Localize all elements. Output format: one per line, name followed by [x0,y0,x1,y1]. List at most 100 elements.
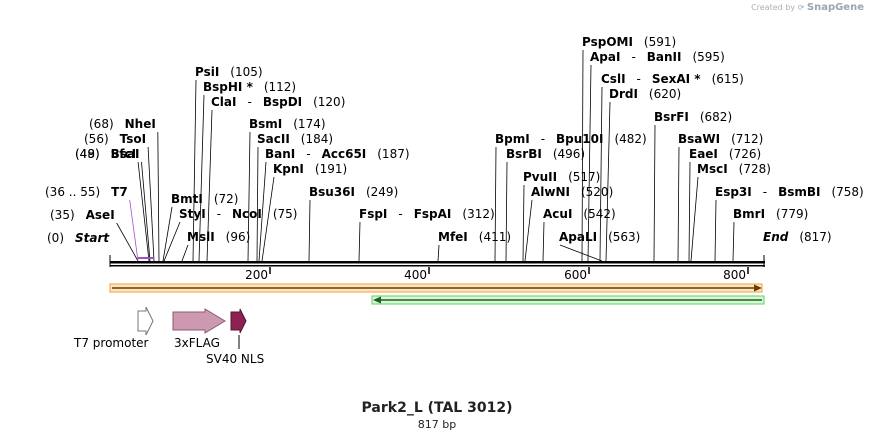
position-ruler: 200 400 600 800 [245,267,749,282]
site-bmri[interactable]: BmrI (779) [733,207,808,221]
site-bsu36i[interactable]: Bsu36I (249) [309,185,398,199]
site-position: (184) [301,132,333,146]
site-pvuii[interactable]: PvuII (517) [523,170,600,184]
site-position: (72) [214,192,239,206]
site-separator: - [217,207,221,221]
leader-line-styi [163,221,181,262]
site-name: FspI [359,207,387,221]
site-bsphi[interactable]: BspHI * (112) [203,80,296,94]
site-bani[interactable]: BanI - Acc65I (187) [265,147,410,161]
site-position: (249) [366,185,398,199]
site-bsrfi[interactable]: BsrFI (682) [654,110,732,124]
site-apali[interactable]: ApaLI (563) [559,230,640,244]
site-alwni[interactable]: AlwNI (520) [531,185,613,199]
site-fspi[interactable]: FspI - FspAI (312) [359,207,495,221]
site-name: BsrFI [654,110,689,124]
site-name: MslI [187,230,215,244]
leader-line-apai [587,64,592,262]
site-leader-lines [116,49,735,262]
site-position: (595) [692,50,724,64]
site-name-2: NcoI [232,207,262,221]
leader-line-bsrbi [505,161,508,262]
site-msli[interactable]: MslI (96) [187,230,250,244]
site-separator: - [637,72,641,86]
site-end[interactable]: End (817) [763,230,832,244]
site-position: (817) [799,230,831,244]
site-bmti[interactable]: BmtI (72) [171,192,238,206]
leader-line-csli [599,86,603,262]
site-position: (35) [50,208,75,222]
orange-orf-arrow[interactable] [109,283,763,293]
site-bpmi[interactable]: BpmI - Bpu10I (482) [495,132,647,146]
site-bsrbi[interactable]: BsrBI (496) [506,147,585,161]
site-position: (712) [731,132,763,146]
site-name: PvuII [523,170,557,184]
site-name: SfcI [111,147,136,161]
site-position: (779) [776,207,808,221]
leader-line-psii [192,79,197,262]
leader-line-esp3i [714,199,717,262]
site-eaei[interactable]: EaeI (726) [689,147,761,161]
site-name: CslI [601,72,626,86]
site-position: (48) [75,147,100,161]
site-bsawi[interactable]: BsaWI (712) [678,132,763,146]
leader-line-bsu36i [308,199,311,262]
leader-line-fspi [358,221,361,262]
site-position: (105) [230,65,262,79]
site-name: AlwNI [531,185,570,199]
site-position: (120) [313,95,345,109]
site-name: EaeI [689,147,718,161]
site-psii[interactable]: PsiI (105) [195,65,263,79]
feature-sv40-nls[interactable]: SV40 NLS [206,308,264,366]
leader-line-kpni [261,176,275,262]
site-position: (682) [700,110,732,124]
site-sacii[interactable]: SacII (184) [257,132,333,146]
site-name: Bsu36I [309,185,355,199]
site-start[interactable]: (0) Start [47,231,110,245]
leader-line-bsrfi [653,124,656,262]
feature-t7-promoter[interactable]: T7 promoter [73,306,154,350]
leader-line-mfei [437,244,440,262]
site-styi[interactable]: StyI - NcoI (75) [179,207,298,221]
site-separator: - [398,207,402,221]
site-separator: - [631,50,635,64]
site-name-2: Bpu10I [556,132,603,146]
site-esp3i[interactable]: Esp3I - BsmBI (758) [715,185,864,199]
site-position: (312) [462,207,494,221]
site-csli[interactable]: CslI - SexAI * (615) [601,72,744,86]
site-bsmi[interactable]: BsmI (174) [249,117,326,131]
site-name-2: Acc65I [322,147,367,161]
site-name: BspHI * [203,80,254,94]
feature-label-t7-promoter: T7 promoter [73,336,149,350]
map-subtitle: 817 bp [417,418,457,431]
site-t7[interactable]: (36 .. 55) T7 [45,185,128,199]
site-msci[interactable]: MscI (728) [697,162,771,176]
site-apai[interactable]: ApaI - BanII (595) [590,50,725,64]
site-drdi[interactable]: DrdI (620) [609,87,681,101]
snapgene-credit: Created by ⟳ SnapGene [751,2,864,13]
site-name: TsoI [120,132,146,146]
site-clai[interactable]: ClaI - BspDI (120) [211,95,345,109]
leader-line-sfci [137,161,150,262]
site-asei[interactable]: (35) AseI [50,208,115,222]
site-kpni[interactable]: KpnI (191) [273,162,347,176]
site-position: (174) [293,117,325,131]
leader-line-clai [206,109,213,262]
site-acui[interactable]: AcuI (542) [543,207,616,221]
site-name: BmtI [171,192,203,206]
site-sfci[interactable]: (48) SfcI [75,147,136,161]
site-pspomi[interactable]: PspOMI (591) [582,35,676,49]
leader-line-pvuii [522,184,525,262]
feature-3xflag[interactable]: 3xFLAG [172,308,226,350]
site-bsai[interactable]: (49) BsaI [75,147,139,161]
site-nhei[interactable]: (68) NheI [89,117,156,131]
site-tsoi[interactable]: (56) TsoI [84,132,146,146]
site-separator: - [247,95,251,109]
site-mfei[interactable]: MfeI (411) [438,230,511,244]
leader-line-bani [258,161,267,262]
map-title: Park2_L (TAL 3012) [361,400,513,416]
leader-line-bsai [141,161,151,262]
green-orf-arrow[interactable] [371,295,765,305]
site-position: (542) [583,207,615,221]
